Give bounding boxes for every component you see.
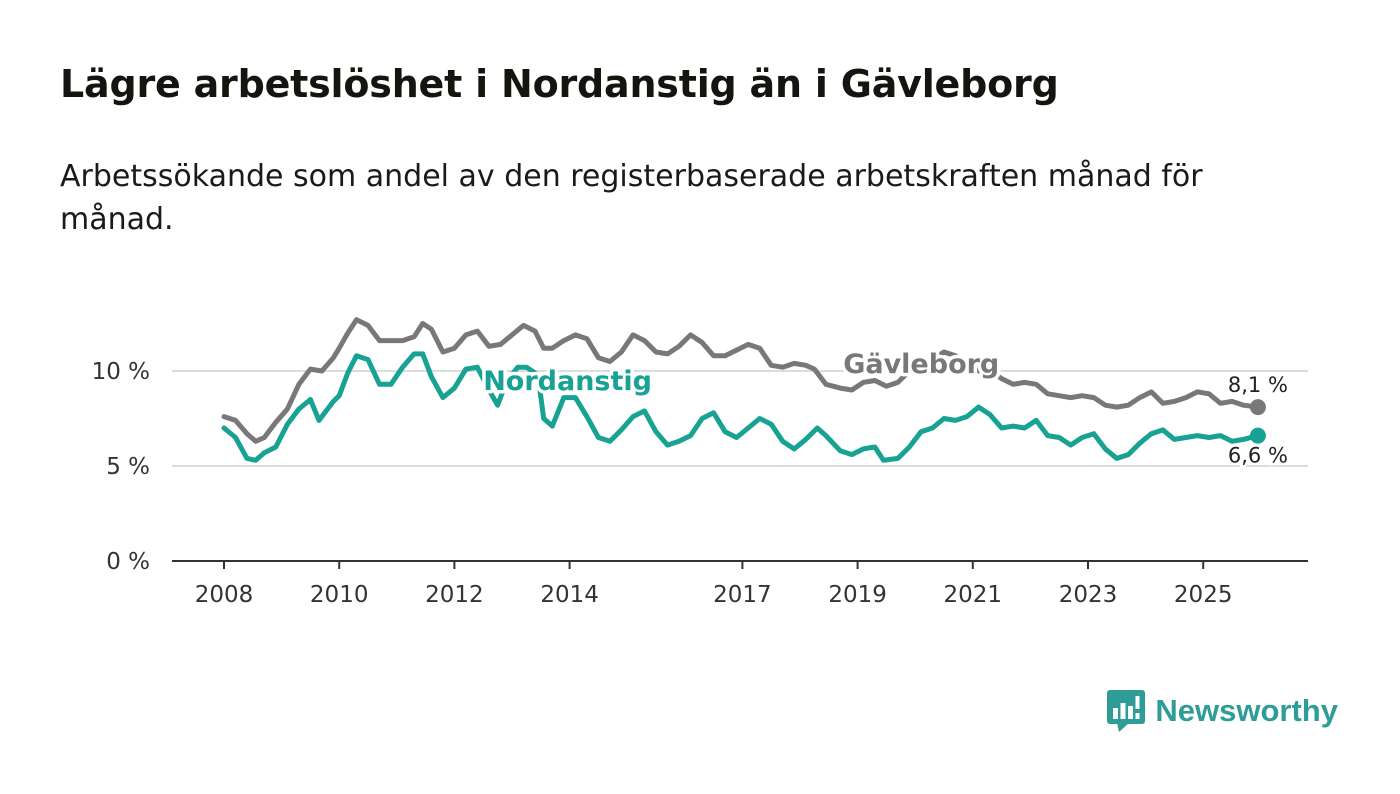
x-tick-label: 2014 [540,582,599,608]
end-point-nordanstig [1249,427,1266,444]
x-tick-label: 2008 [195,582,254,608]
newsworthy-logo-icon [1107,690,1146,732]
end-value-label-nordanstig: 6,6 % [1228,444,1288,468]
y-tick-label: 0 % [106,549,150,575]
end-value-label-gävleborg: 8,1 % [1228,373,1288,397]
chart-title: Lägre arbetslöshet i Nordanstig än i Gäv… [60,62,1059,106]
brand-name: Newsworthy [1155,693,1338,728]
x-tick-label: 2025 [1174,582,1233,608]
brand: Newsworthy [1107,690,1338,732]
end-point-gävleborg [1249,399,1266,416]
series-label-gävleborg: Gävleborg [843,349,999,380]
x-tick-label: 2023 [1059,582,1118,608]
y-tick-label: 10 % [92,359,150,385]
series-label-nordanstig: Nordanstig [483,366,652,397]
chart-subtitle: Arbetssökande som andel av den registerb… [60,159,1203,237]
y-tick-label: 5 % [106,454,150,480]
x-tick-label: 2012 [425,582,484,608]
series-line-gävleborg [221,317,1261,444]
series-line-nordanstig [221,351,1261,463]
x-tick-label: 2017 [713,582,772,608]
x-tick-label: 2019 [828,582,887,608]
x-tick-label: 2010 [310,582,369,608]
x-tick-label: 2021 [944,582,1003,608]
